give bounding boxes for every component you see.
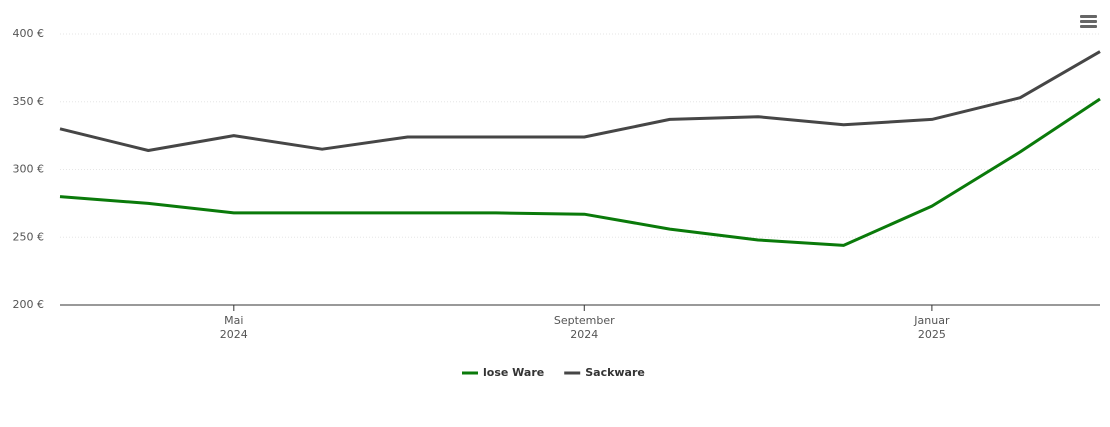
y-tick-label: 250 €	[13, 230, 45, 243]
menu-bar	[1080, 25, 1097, 28]
menu-bar	[1080, 20, 1097, 23]
legend-label: lose Ware	[483, 366, 544, 379]
menu-bar	[1080, 15, 1097, 18]
y-tick-label: 350 €	[13, 95, 45, 108]
y-tick-label: 200 €	[13, 298, 45, 311]
x-tick-label: Mai 2024	[220, 314, 248, 341]
menu-icon[interactable]	[1080, 15, 1097, 28]
y-tick-label: 400 €	[13, 27, 45, 40]
series-line	[59, 97, 1101, 247]
legend: lose Ware Sackware	[462, 366, 645, 379]
y-tick-label: 300 €	[13, 163, 45, 176]
x-tick-label: Januar 2025	[913, 314, 950, 341]
x-tick-label: September 2024	[554, 314, 615, 341]
legend-label: Sackware	[585, 366, 645, 379]
series-line	[59, 50, 1101, 152]
